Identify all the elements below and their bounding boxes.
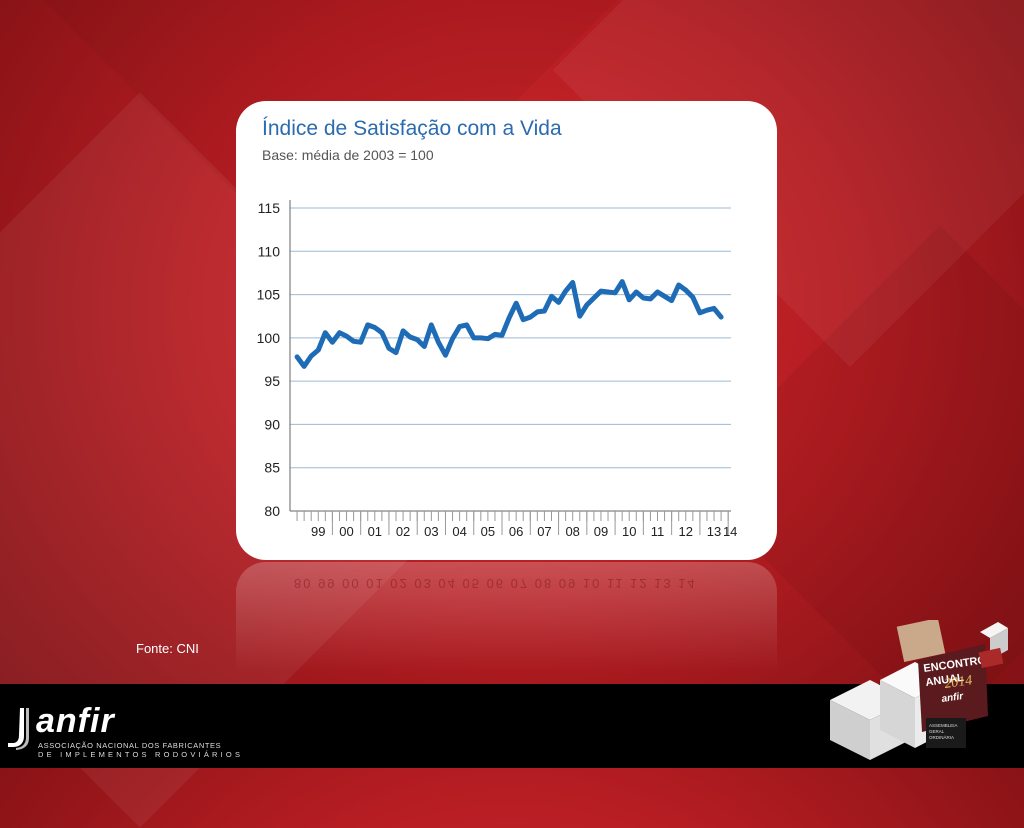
x-tick-label: 09 [594,524,608,539]
logo-tagline: ASSOCIAÇÃO NACIONAL DOS FABRICANTES [38,741,221,750]
badge-small1: ASSEMBLEIA [929,723,958,728]
anfir-mark-icon [6,706,32,750]
badge-small3: ORDINÁRIA [929,734,954,740]
x-tick-label: 12 [679,524,693,539]
event-badge: ENCONTRO ANUAL 2014 anfir ASSEMBLEIA GER… [830,620,1020,765]
logo-tagline: DE IMPLEMENTOS RODOVIÁRIOS [38,750,243,759]
badge-small2: GERAL [929,729,945,734]
x-tick-label: 05 [481,524,495,539]
y-tick-label: 105 [257,287,281,303]
x-tick-label: 01 [368,524,382,539]
x-tick-label: 08 [565,524,579,539]
x-tick-label: 10 [622,524,636,539]
x-tick-label: 02 [396,524,410,539]
x-tick-label: 04 [452,524,466,539]
y-tick-label: 110 [258,243,281,259]
reflection-ticks: 80 99 00 01 02 03 04 05 06 07 08 09 10 1… [294,576,697,591]
y-tick-label: 115 [258,200,281,216]
x-tick-label: 07 [537,524,551,539]
line-chart: 80 85 90 95 100 105 110 115 99 00 01 02 03 04 05 06 07 08… [236,101,777,560]
anfir-logo-text: anfir [36,702,115,741]
x-tick-label: 06 [509,524,523,539]
y-tick-label: 90 [264,416,280,432]
y-tick-label: 80 [264,503,280,519]
x-tick-label: 99 [311,524,325,539]
x-tick-label: 14 [723,524,737,539]
x-tick-label: 03 [424,524,438,539]
x-tick-label: 13 [707,524,721,539]
chart-card: Índice de Satisfação com a Vida Base: mé… [236,101,777,560]
x-tick-label: 00 [339,524,353,539]
y-tick-label: 100 [257,330,281,346]
x-tick-label: 11 [651,524,665,539]
source-note: Fonte: CNI [136,641,199,656]
chart-reflection: 80 99 00 01 02 03 04 05 06 07 08 09 10 1… [236,562,777,672]
y-tick-label: 95 [264,373,280,389]
y-tick-label: 85 [264,460,280,476]
